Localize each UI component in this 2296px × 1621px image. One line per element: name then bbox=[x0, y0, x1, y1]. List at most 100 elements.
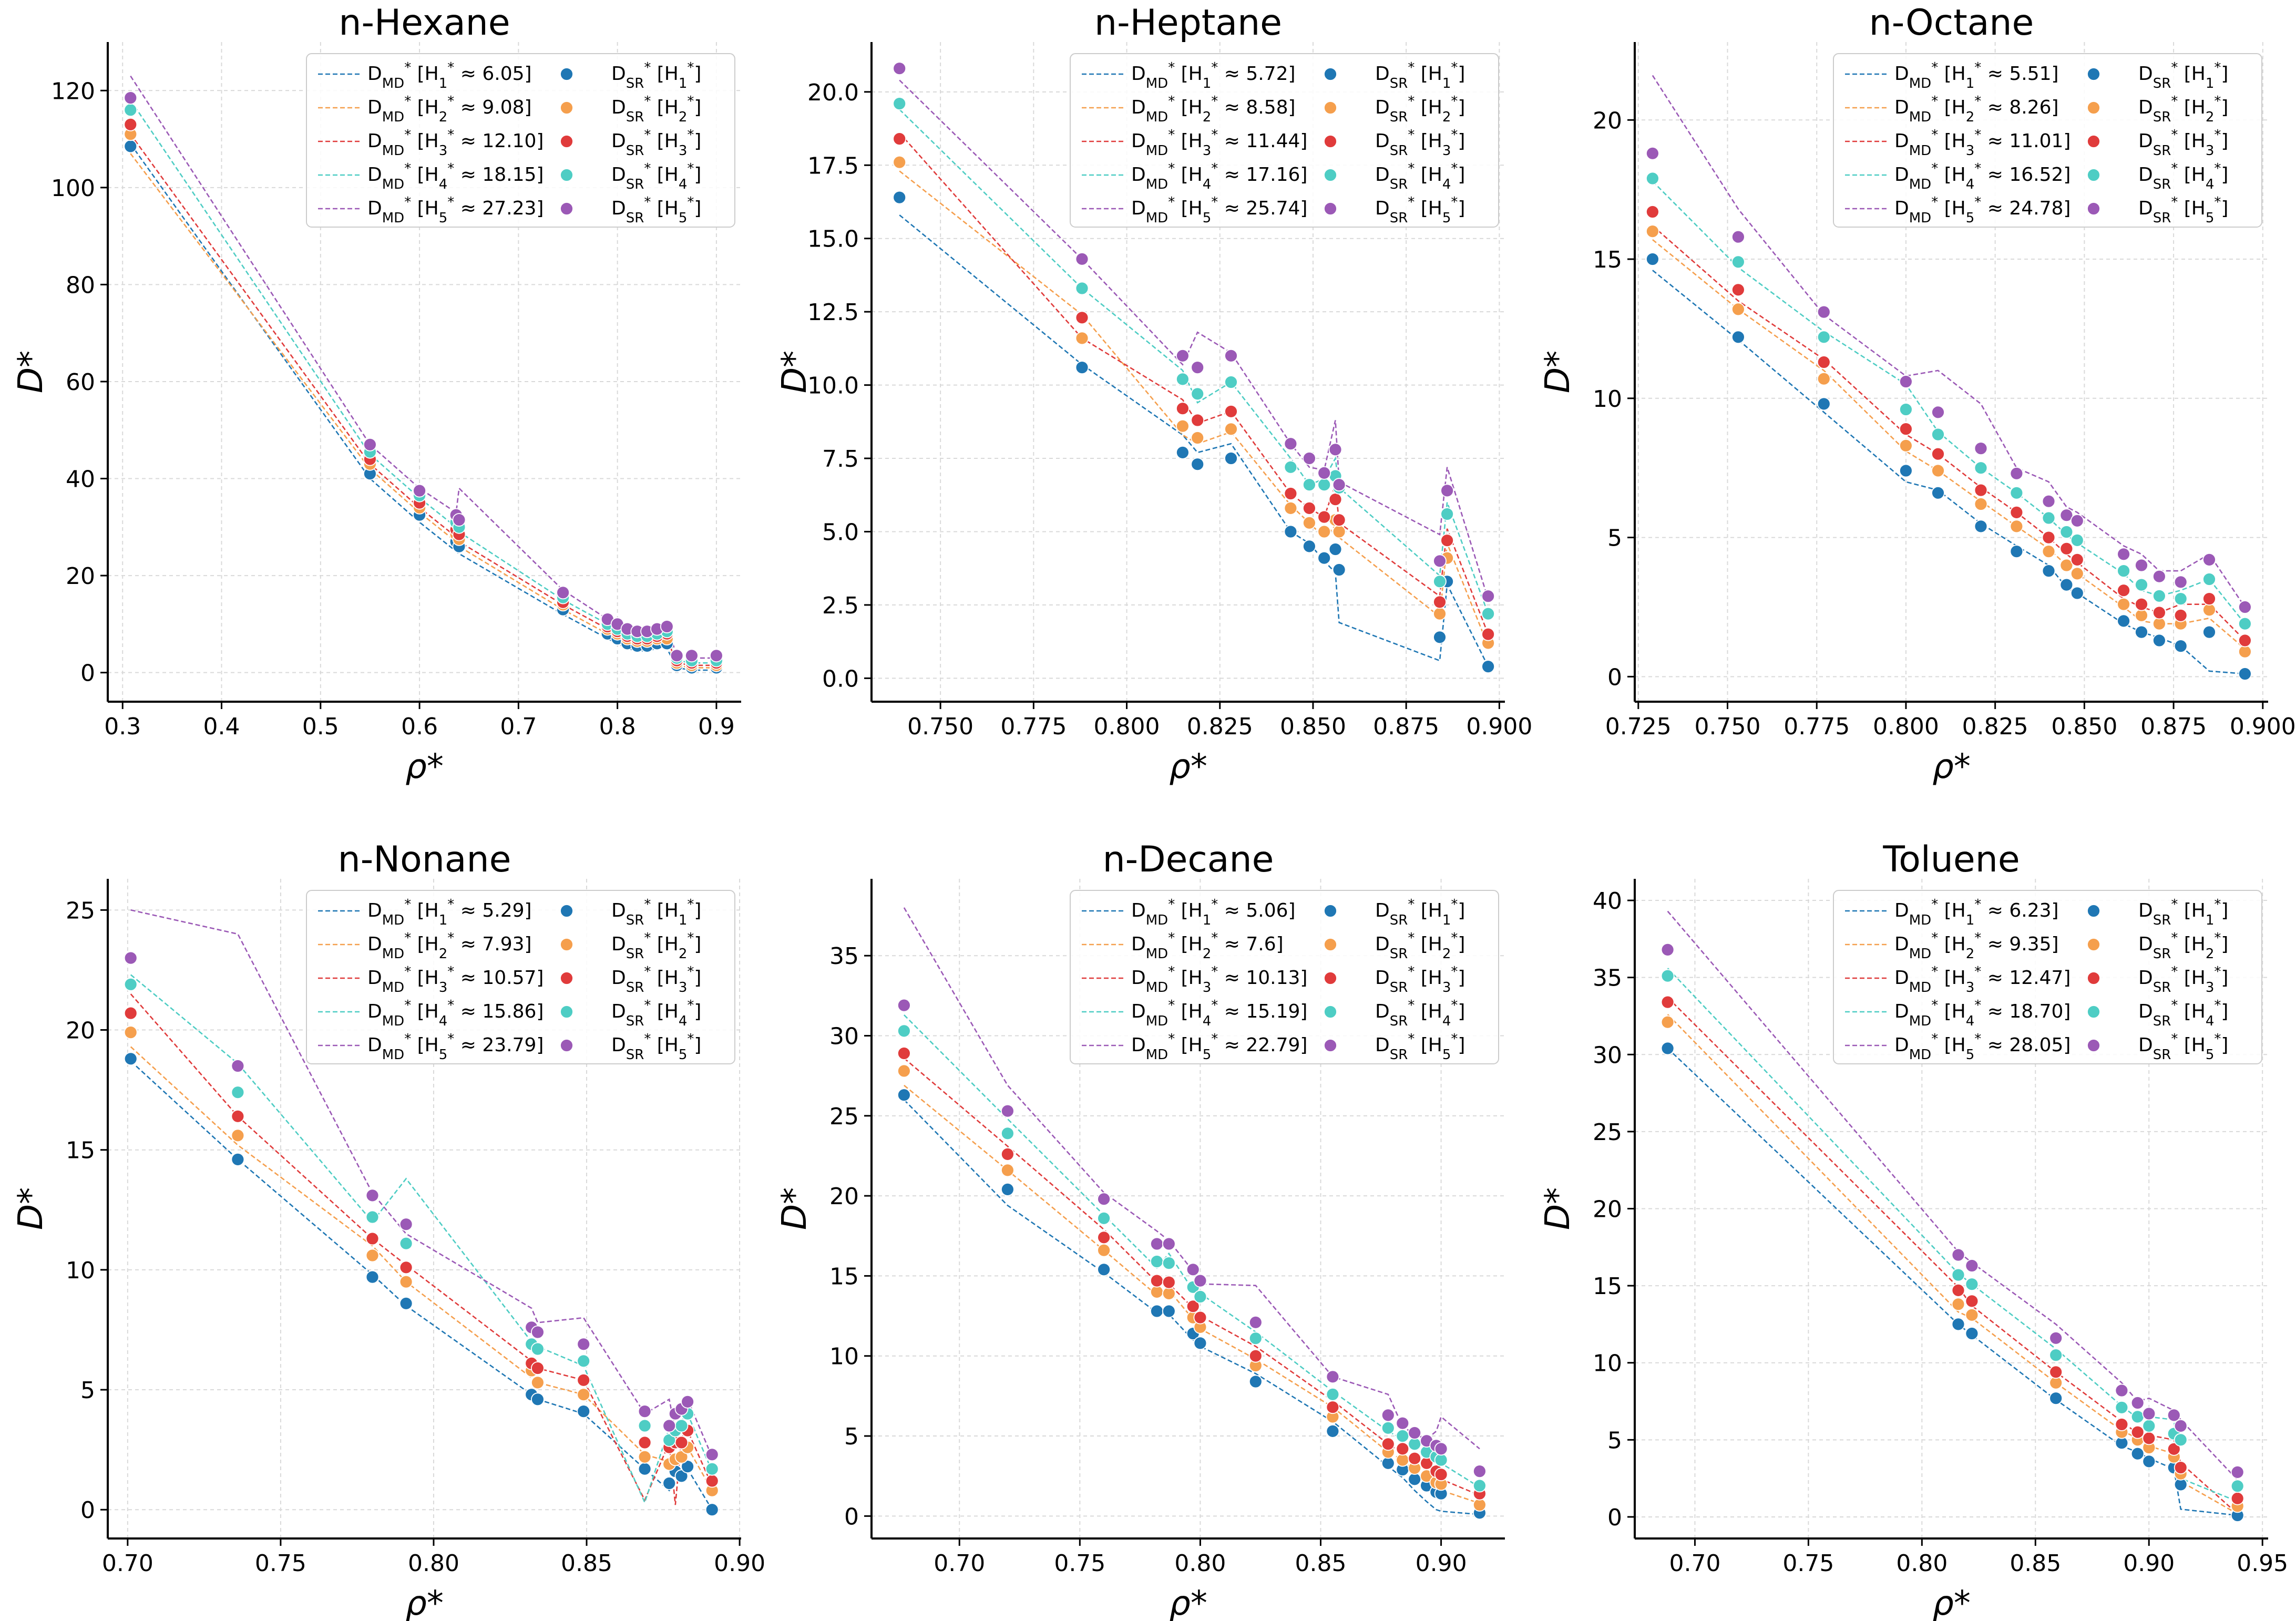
sr-data-point bbox=[399, 1275, 413, 1289]
sr-data-point bbox=[1408, 1426, 1422, 1440]
sr-data-point bbox=[1817, 372, 1831, 386]
legend: DMD* [H1* ≈ 5.06] DSR* [H1*] DMD* [H2* ≈ 7… bbox=[1070, 890, 1499, 1064]
sr-data-point bbox=[1224, 348, 1238, 363]
x-tick-label: 0.95 bbox=[2237, 1550, 2288, 1577]
y-tick-label: 0 bbox=[1607, 664, 1622, 691]
sr-data-point bbox=[1075, 252, 1089, 266]
y-tick-label: 0 bbox=[1607, 1504, 1622, 1531]
sr-data-point bbox=[1150, 1304, 1164, 1318]
x-tick-label: 0.90 bbox=[2123, 1550, 2175, 1577]
md-series-line bbox=[1652, 225, 2246, 641]
sr-data-point bbox=[1645, 224, 1659, 239]
sr-data-point bbox=[1440, 484, 1454, 498]
sr-data-point bbox=[710, 649, 723, 663]
sr-data-point bbox=[1224, 375, 1238, 389]
y-tick-label: 80 bbox=[66, 272, 95, 299]
sr-data-point bbox=[897, 1024, 911, 1038]
y-tick-label: 15 bbox=[1593, 1273, 1622, 1300]
sr-data-point bbox=[1974, 497, 1988, 511]
sr-data-point bbox=[1097, 1192, 1111, 1206]
sr-data-point bbox=[1302, 516, 1316, 530]
sr-data-point bbox=[705, 1474, 719, 1488]
legend-sr-swatch bbox=[2087, 67, 2100, 81]
sr-data-point bbox=[674, 1450, 689, 1464]
sr-data-point bbox=[531, 1325, 545, 1339]
sr-data-point bbox=[1224, 422, 1238, 436]
y-tick-label: 2.5 bbox=[822, 592, 859, 619]
legend-md-label: DMD* [H3* ≈ 10.57] bbox=[367, 964, 544, 996]
sr-data-point bbox=[1328, 493, 1342, 506]
sr-data-point bbox=[2152, 606, 2166, 620]
sr-data-point bbox=[2167, 1442, 2181, 1456]
legend-sr-label: DSR* [H5*] bbox=[1375, 1031, 1465, 1063]
legend-md-label: DMD* [H5* ≈ 25.74] bbox=[1131, 194, 1307, 226]
sr-data-point bbox=[893, 61, 907, 76]
sr-data-point bbox=[1433, 554, 1447, 568]
md-series-line bbox=[1667, 1014, 2238, 1515]
sr-data-point bbox=[2070, 553, 2084, 567]
md-series-line bbox=[130, 1046, 713, 1491]
sr-data-point bbox=[231, 1128, 245, 1143]
legend-md-label: DMD* [H3* ≈ 11.44] bbox=[1131, 127, 1307, 159]
sr-data-point bbox=[1191, 431, 1205, 445]
sr-data-point bbox=[2070, 514, 2084, 528]
legend-md-label: DMD* [H4* ≈ 15.19] bbox=[1131, 998, 1307, 1029]
y-tick-label: 5 bbox=[844, 1423, 859, 1450]
x-tick-label: 0.4 bbox=[203, 713, 240, 740]
sr-data-point bbox=[1433, 574, 1447, 589]
x-tick-label: 0.775 bbox=[1000, 713, 1067, 740]
legend-sr-label: DSR* [H3*] bbox=[2138, 127, 2228, 159]
chart-panel-n-heptane: 0.750 0.775 0.800 0.825 0.850 0.875 0.900 0.0 2.… bbox=[775, 2, 1532, 786]
sr-data-point bbox=[1075, 331, 1089, 345]
y-axis-label: D* bbox=[1539, 1187, 1577, 1230]
legend-sr-label: DSR* [H2*] bbox=[611, 930, 701, 962]
sr-data-point bbox=[1001, 1182, 1014, 1196]
sr-data-point bbox=[1974, 442, 1988, 455]
sr-data-point bbox=[674, 1469, 689, 1483]
sr-data-point bbox=[2059, 558, 2074, 572]
x-tick-label: 0.875 bbox=[2140, 713, 2207, 740]
legend-sr-label: DSR* [H2*] bbox=[611, 94, 701, 125]
x-axis-label: ρ* bbox=[405, 747, 444, 786]
sr-data-point bbox=[1175, 446, 1190, 459]
x-tick-label: 0.85 bbox=[2010, 1550, 2061, 1577]
x-axis-label: ρ* bbox=[405, 1584, 444, 1621]
y-tick-label: 0.0 bbox=[822, 665, 859, 692]
sr-data-point bbox=[399, 1236, 413, 1250]
sr-data-point bbox=[2238, 617, 2252, 631]
sr-data-point bbox=[1965, 1294, 1979, 1308]
sr-data-point bbox=[1408, 1451, 1422, 1465]
sr-data-point bbox=[1381, 1437, 1395, 1451]
x-axis-label: ρ* bbox=[1169, 1584, 1207, 1621]
panel-title: Toluene bbox=[1882, 839, 2020, 880]
sr-data-point bbox=[1193, 1274, 1207, 1288]
legend-sr-label: DSR* [H5*] bbox=[2138, 1031, 2228, 1063]
x-tick-label: 0.8 bbox=[599, 713, 636, 740]
x-axis-label: ρ* bbox=[1169, 747, 1207, 786]
sr-data-point bbox=[399, 1217, 413, 1232]
sr-data-point bbox=[2174, 1461, 2188, 1475]
sr-data-point bbox=[2059, 525, 2074, 539]
sr-data-point bbox=[1817, 305, 1831, 319]
sr-data-point bbox=[2174, 1419, 2188, 1433]
sr-data-point bbox=[124, 1006, 138, 1020]
sr-data-point bbox=[1150, 1237, 1164, 1251]
sr-data-point bbox=[2130, 1410, 2145, 1424]
sr-data-point bbox=[2010, 486, 2024, 500]
legend-sr-label: DSR* [H1*] bbox=[1375, 60, 1465, 91]
y-tick-label: 5.0 bbox=[822, 519, 859, 546]
legend-md-label: DMD* [H4* ≈ 16.52] bbox=[1894, 161, 2070, 192]
sr-data-point bbox=[1224, 452, 1238, 465]
legend-sr-swatch bbox=[560, 101, 573, 115]
sr-data-point bbox=[1150, 1255, 1164, 1268]
md-series-line bbox=[903, 907, 1480, 1450]
y-tick-label: 40 bbox=[1593, 888, 1622, 915]
sr-data-point bbox=[1931, 464, 1945, 478]
panel-title: n-Hexane bbox=[339, 2, 510, 44]
sr-data-point bbox=[2117, 614, 2131, 628]
sr-data-point bbox=[1974, 483, 1988, 497]
legend-sr-swatch bbox=[1324, 168, 1337, 182]
legend: DMD* [H1* ≈ 5.72] DSR* [H1*] DMD* [H2* ≈ 8… bbox=[1070, 53, 1499, 228]
md-series-line bbox=[1667, 910, 2238, 1481]
sr-data-point bbox=[1332, 478, 1346, 492]
